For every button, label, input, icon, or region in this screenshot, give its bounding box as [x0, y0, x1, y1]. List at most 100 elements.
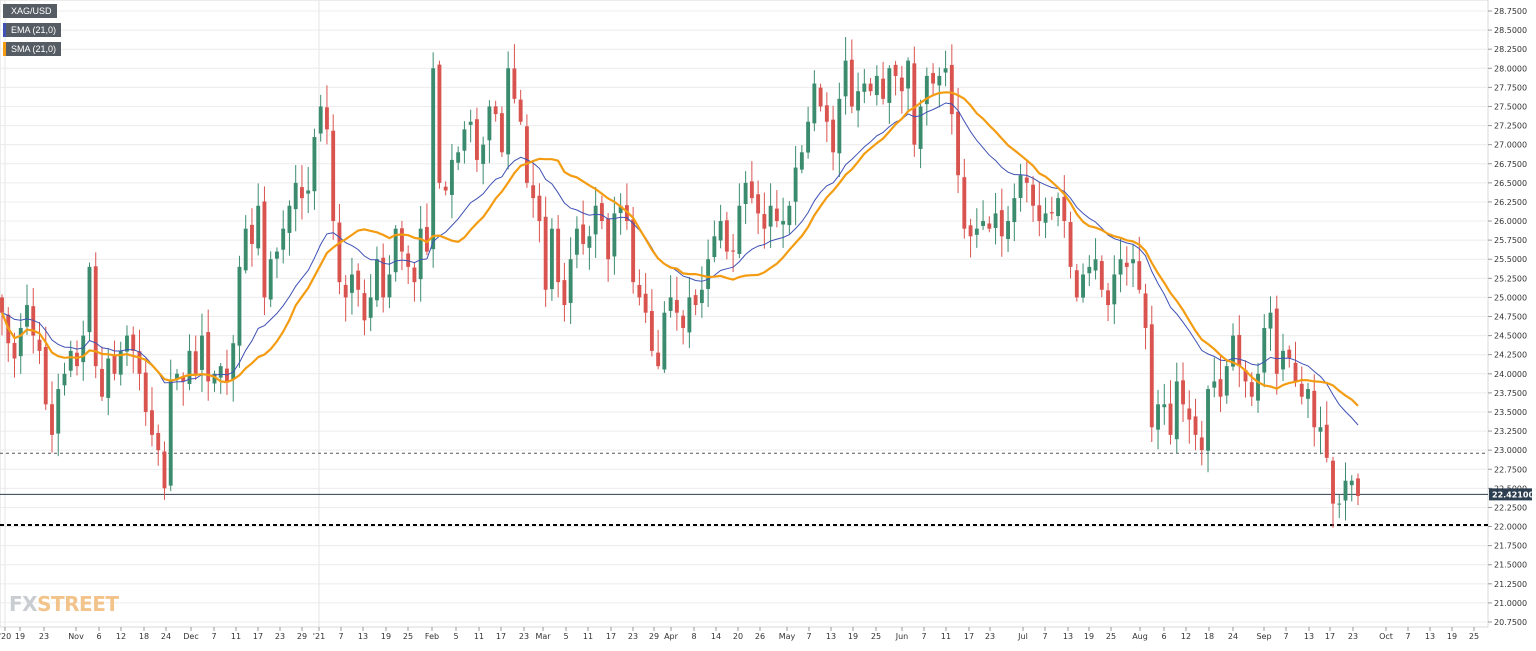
candle-body — [474, 119, 479, 160]
x-tick-label: 23 — [39, 632, 49, 641]
candle-body — [156, 432, 161, 451]
candle-body — [643, 293, 648, 313]
candle-body — [656, 352, 661, 367]
candle-body — [393, 228, 398, 273]
candle-body — [93, 266, 98, 367]
candle-body — [1312, 390, 1317, 428]
legend-sma[interactable]: SMA (21,0) — [3, 42, 62, 56]
candle-body — [1099, 261, 1104, 290]
candle-body — [181, 376, 186, 382]
candle-body — [237, 266, 242, 346]
candle-body — [1118, 259, 1123, 275]
y-tick-label: 23.0000 — [1494, 446, 1527, 455]
candle-body — [318, 106, 323, 134]
candle-body — [1074, 270, 1079, 298]
candle-body — [537, 195, 542, 222]
candle-body — [1331, 460, 1335, 504]
candle-body — [399, 228, 404, 252]
candle-body — [562, 280, 567, 306]
candle-body — [737, 205, 742, 254]
candle-body — [968, 225, 973, 237]
candle-body — [824, 105, 829, 122]
candle-body — [1168, 403, 1173, 435]
x-tick-label: '20 — [0, 632, 11, 641]
candle-body — [1274, 308, 1279, 374]
candle-body — [87, 266, 92, 333]
candle-body — [762, 214, 767, 229]
candle-body — [300, 187, 304, 199]
x-tick-label: 5 — [453, 632, 458, 641]
candle-body — [937, 75, 942, 86]
candle-body — [256, 205, 261, 249]
x-tick-label: 6 — [1161, 632, 1166, 641]
x-tick-label: 11 — [231, 632, 241, 641]
x-tick-label: 7 — [1283, 632, 1288, 641]
x-tick-label: May — [779, 632, 796, 641]
x-tick-label: 19 — [1447, 632, 1457, 641]
grid — [0, 0, 1489, 628]
candle-body — [749, 181, 754, 199]
sma-line — [0, 91, 1359, 407]
candle-body — [1237, 334, 1242, 367]
y-tick-label: 24.2500 — [1494, 351, 1527, 360]
y-tick-label: 27.7500 — [1494, 83, 1527, 92]
candle-body — [150, 410, 154, 435]
x-tick-label: 26 — [755, 632, 765, 641]
candle-body — [612, 213, 617, 257]
candle-body — [1262, 327, 1267, 373]
legend-ema[interactable]: EMA (21,0) — [3, 23, 62, 37]
candle-body — [0, 297, 4, 313]
candle-body — [1337, 503, 1342, 505]
candle-body — [943, 68, 948, 73]
y-tick-label: 27.0000 — [1494, 141, 1527, 150]
candle-body — [1206, 389, 1210, 451]
candle-body — [137, 351, 142, 374]
x-tick-label: 17 — [1325, 632, 1335, 641]
candle-body — [1143, 293, 1148, 328]
candle-body — [1287, 349, 1292, 359]
candle-body — [724, 220, 729, 252]
candle-body — [356, 270, 361, 290]
candle-body — [1349, 480, 1354, 486]
candle-body — [924, 75, 929, 105]
candle-body — [1081, 274, 1085, 298]
candle-body — [168, 381, 173, 486]
candle-body — [368, 297, 373, 318]
candle-body — [206, 332, 211, 382]
candle-body — [112, 354, 117, 374]
candle-body — [862, 83, 867, 92]
candle-body — [62, 373, 67, 386]
candle-body — [1093, 259, 1098, 271]
candle-body — [606, 218, 611, 260]
candle-body — [18, 327, 23, 357]
legend-symbol-label: XAG/USD — [11, 6, 52, 16]
legend-symbol[interactable]: XAG/USD — [3, 4, 57, 18]
candle-body — [781, 221, 786, 225]
candle-body — [406, 253, 411, 267]
logo-street: STREET — [37, 592, 119, 616]
candle-body — [262, 201, 267, 298]
candle-body — [524, 126, 529, 183]
x-tick-label: 19 — [1084, 632, 1094, 641]
candle-body — [1043, 213, 1048, 223]
x-tick-label: 29 — [649, 632, 659, 641]
moving-averages — [0, 91, 1359, 426]
y-tick-label: 22.0000 — [1494, 523, 1527, 532]
x-tick-label: 25 — [1469, 632, 1479, 641]
candle-body — [1306, 389, 1310, 399]
x-tick-label: 12 — [116, 632, 126, 641]
y-tick-label: 26.0000 — [1494, 217, 1527, 226]
candle-body — [343, 284, 348, 298]
candle-body — [1299, 383, 1304, 397]
candle-body — [687, 297, 692, 333]
x-tick-label: 13 — [1063, 632, 1073, 641]
x-tick-label: 6 — [96, 632, 101, 641]
x-tick-label: Jun — [895, 632, 909, 641]
x-tick-label: 24 — [161, 632, 171, 641]
x-tick-label: 23 — [519, 632, 529, 641]
candle-body — [949, 64, 954, 115]
candle-body — [543, 216, 548, 290]
candle-body — [381, 257, 386, 298]
candle-body — [768, 205, 773, 227]
candle-body — [412, 267, 417, 283]
